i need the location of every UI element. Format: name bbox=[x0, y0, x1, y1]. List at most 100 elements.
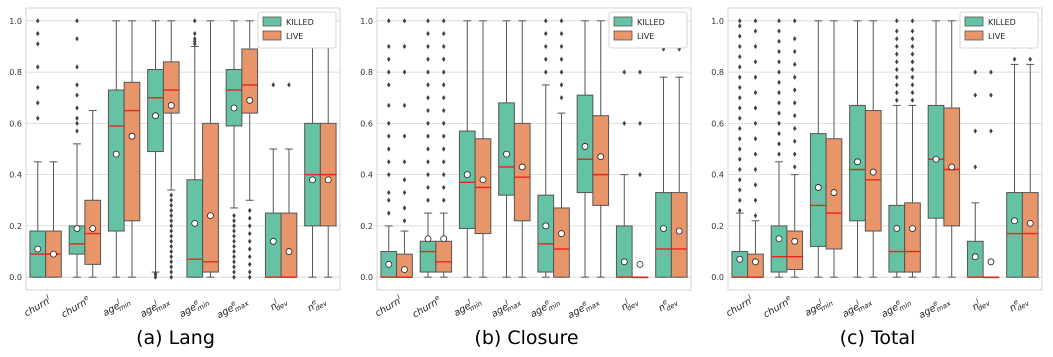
box-killed bbox=[1006, 18, 1023, 278]
x-tick-sup: e bbox=[543, 298, 551, 307]
box-killed bbox=[264, 82, 282, 278]
panel-lang: 0.0 0.2 0.4 0.6 0.8 1.0 churnl churne agelmin age… bbox=[0, 0, 351, 357]
box-live bbox=[982, 69, 1000, 279]
box-iqr bbox=[1021, 192, 1039, 278]
flier-point bbox=[777, 18, 781, 24]
flier-point bbox=[910, 74, 915, 80]
box-iqr bbox=[225, 69, 243, 127]
flier-point bbox=[753, 151, 758, 157]
legend-swatch bbox=[262, 30, 282, 41]
flier-point bbox=[386, 133, 391, 139]
mean-marker bbox=[518, 163, 526, 171]
flier-point bbox=[559, 56, 564, 62]
box-iqr bbox=[786, 230, 804, 270]
box-iqr bbox=[202, 122, 219, 273]
flier-point bbox=[543, 43, 548, 50]
flier-point bbox=[441, 146, 446, 152]
caption-title: Total bbox=[870, 327, 916, 349]
flier-point bbox=[777, 79, 781, 85]
x-tick-label: nedev bbox=[656, 293, 681, 316]
flier-point bbox=[441, 197, 446, 203]
x-tick-label: churnl bbox=[21, 293, 53, 319]
flier-point bbox=[169, 223, 174, 229]
flier-point bbox=[169, 228, 174, 234]
flier-point bbox=[402, 18, 407, 24]
legend-swatch bbox=[613, 30, 633, 41]
mean-marker bbox=[620, 258, 628, 266]
x-tick-label: ageemax bbox=[565, 293, 602, 323]
box-iqr bbox=[670, 192, 688, 278]
mean-marker bbox=[309, 176, 316, 184]
mean-marker bbox=[191, 219, 199, 227]
flier-point bbox=[910, 28, 915, 34]
x-tick-sub: min bbox=[547, 299, 562, 313]
flier-point bbox=[753, 136, 758, 142]
flier-point bbox=[169, 218, 174, 224]
x-tick-sub: min bbox=[819, 299, 834, 313]
flier-point bbox=[777, 110, 781, 116]
flier-point bbox=[753, 28, 758, 34]
box-killed bbox=[537, 18, 555, 278]
box-live bbox=[904, 18, 921, 278]
y-tick-label: 0.6 bbox=[711, 119, 724, 128]
flier-point bbox=[737, 177, 742, 183]
flier-point bbox=[777, 90, 781, 96]
mean-marker bbox=[830, 189, 838, 196]
flier-point bbox=[894, 28, 899, 34]
legend-swatch bbox=[262, 16, 282, 27]
x-tick-sup: l bbox=[855, 299, 861, 307]
flier-point bbox=[169, 202, 174, 208]
flier-point bbox=[441, 82, 446, 88]
mean-marker bbox=[854, 158, 861, 166]
box-killed bbox=[888, 18, 906, 278]
flier-point bbox=[753, 213, 758, 219]
y-tick-label: 0.0 bbox=[9, 273, 22, 282]
x-tick-label: churne bbox=[410, 293, 444, 320]
flier-point bbox=[910, 59, 915, 65]
flier-point bbox=[35, 41, 40, 47]
flier-point bbox=[543, 56, 548, 62]
mean-marker bbox=[440, 235, 448, 243]
flier-point bbox=[247, 274, 252, 280]
x-tick-sub: dev bbox=[274, 299, 290, 313]
flier-point bbox=[386, 210, 391, 216]
flier-point bbox=[402, 189, 407, 196]
flier-point bbox=[638, 120, 642, 126]
mean-marker bbox=[324, 176, 332, 184]
flier-point bbox=[426, 43, 430, 50]
flier-point bbox=[232, 248, 236, 255]
flier-point bbox=[402, 102, 407, 109]
x-tick-label: agelmax bbox=[489, 293, 524, 322]
flier-point bbox=[402, 177, 407, 183]
flier-point bbox=[622, 69, 627, 75]
flier-point bbox=[894, 90, 899, 96]
flier-point bbox=[737, 33, 742, 39]
box-killed bbox=[225, 20, 243, 280]
x-tick-label: nedev bbox=[1007, 293, 1032, 316]
flier-point bbox=[426, 197, 430, 203]
mean-marker bbox=[167, 102, 175, 109]
y-tick-label: 0.4 bbox=[711, 171, 724, 180]
flier-point bbox=[232, 228, 236, 234]
box-live bbox=[241, 20, 259, 280]
flier-point bbox=[169, 197, 174, 203]
flier-point bbox=[386, 172, 391, 178]
x-tick-sub: min bbox=[196, 299, 211, 313]
flier-point bbox=[737, 136, 742, 142]
x-tick-base: n bbox=[306, 302, 317, 315]
flier-point bbox=[169, 233, 174, 239]
x-tick-base: n bbox=[268, 301, 279, 314]
box-iqr bbox=[747, 253, 764, 278]
flier-point bbox=[559, 18, 564, 24]
x-tick-label: nldev bbox=[969, 293, 992, 315]
flier-point bbox=[973, 92, 978, 98]
mean-marker bbox=[597, 153, 605, 161]
box-live bbox=[825, 20, 843, 278]
box-live bbox=[864, 20, 882, 278]
flier-point bbox=[559, 69, 564, 75]
flier-point bbox=[232, 269, 236, 275]
x-tick-sup: l bbox=[817, 298, 823, 306]
flier-point bbox=[441, 18, 446, 24]
box-live bbox=[592, 20, 610, 278]
box-live bbox=[435, 18, 453, 278]
